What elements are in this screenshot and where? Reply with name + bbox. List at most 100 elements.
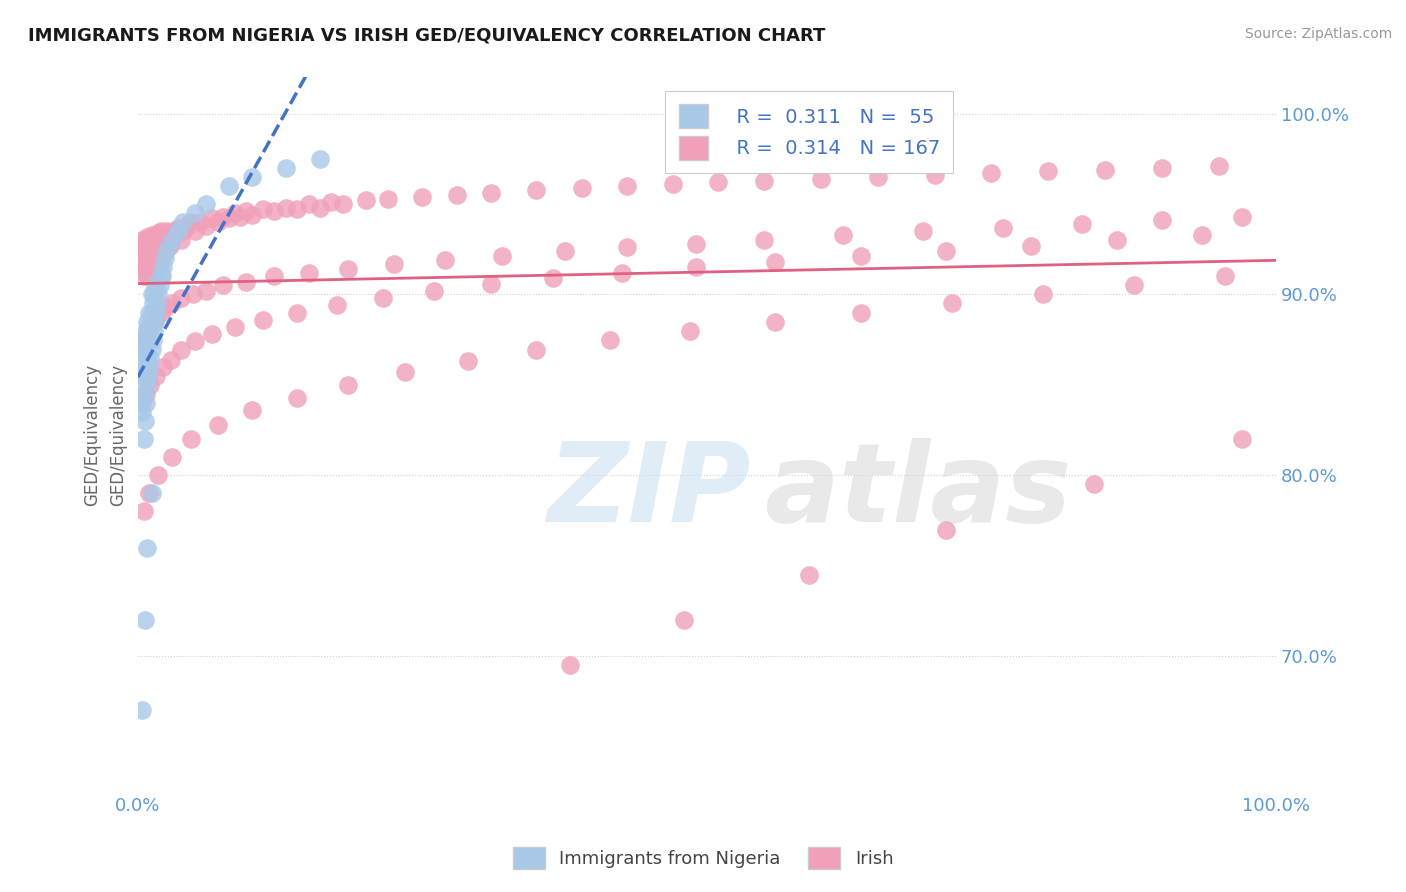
Point xyxy=(132,242,155,256)
Point xyxy=(148,468,170,483)
Point xyxy=(212,210,235,224)
Point xyxy=(207,215,229,229)
Point xyxy=(235,275,257,289)
Point xyxy=(146,296,169,310)
Point xyxy=(912,224,935,238)
Y-axis label: GED/Equivalency: GED/Equivalency xyxy=(108,364,127,506)
Point xyxy=(131,368,153,383)
Point xyxy=(152,247,174,261)
Point xyxy=(141,287,163,301)
Point xyxy=(1208,159,1230,173)
Point xyxy=(149,305,172,319)
Point xyxy=(132,269,155,284)
Point xyxy=(135,387,157,401)
Point xyxy=(554,244,576,258)
Point xyxy=(142,260,165,275)
Point xyxy=(240,403,263,417)
Point xyxy=(156,224,179,238)
Point xyxy=(235,204,257,219)
Point xyxy=(1032,287,1054,301)
Point xyxy=(170,343,193,358)
Point xyxy=(224,320,246,334)
Point xyxy=(309,152,332,166)
Point xyxy=(134,260,156,275)
Point xyxy=(543,271,565,285)
Point xyxy=(1152,213,1174,227)
Point xyxy=(616,178,638,193)
Point xyxy=(136,255,159,269)
Point xyxy=(142,317,165,331)
Point xyxy=(142,242,165,256)
Point xyxy=(752,233,775,247)
Point xyxy=(180,432,202,446)
Point xyxy=(141,486,163,500)
Point xyxy=(136,229,159,244)
Point xyxy=(142,324,165,338)
Point xyxy=(129,342,152,356)
Point xyxy=(599,333,621,347)
Point xyxy=(148,226,170,240)
Point xyxy=(457,354,479,368)
Point xyxy=(571,180,593,194)
Point xyxy=(229,210,252,224)
Point xyxy=(1071,217,1094,231)
Point xyxy=(170,233,193,247)
Point xyxy=(240,208,263,222)
Point xyxy=(337,377,360,392)
Point xyxy=(139,238,162,252)
Point xyxy=(148,252,170,266)
Point xyxy=(285,391,308,405)
Point xyxy=(1083,477,1105,491)
Point xyxy=(924,168,946,182)
Point xyxy=(145,310,167,325)
Point xyxy=(135,266,157,280)
Point xyxy=(763,255,786,269)
Point xyxy=(134,333,156,347)
Point xyxy=(131,260,153,275)
Point xyxy=(707,175,730,189)
Point xyxy=(810,171,832,186)
Point xyxy=(479,186,502,201)
Point xyxy=(1152,161,1174,175)
Point xyxy=(195,197,218,211)
Point xyxy=(1094,162,1116,177)
Point xyxy=(134,233,156,247)
Point xyxy=(135,324,157,338)
Point xyxy=(1122,278,1144,293)
Point xyxy=(139,266,162,280)
Point xyxy=(491,250,513,264)
Point xyxy=(849,250,872,264)
Point xyxy=(224,206,246,220)
Point xyxy=(240,169,263,184)
Point xyxy=(160,296,183,310)
Point xyxy=(142,296,165,310)
Point xyxy=(135,327,157,342)
Point xyxy=(145,227,167,242)
Point xyxy=(134,368,156,383)
Point xyxy=(1105,233,1128,247)
Point xyxy=(685,236,707,251)
Point xyxy=(832,227,855,242)
Point xyxy=(138,486,160,500)
Point xyxy=(141,342,163,356)
Point xyxy=(136,541,159,555)
Point xyxy=(142,287,165,301)
Point xyxy=(149,269,172,284)
Point xyxy=(799,567,821,582)
Legend: Immigrants from Nigeria, Irish: Immigrants from Nigeria, Irish xyxy=(503,838,903,879)
Point xyxy=(132,504,155,518)
Point xyxy=(160,450,183,465)
Point xyxy=(201,327,224,342)
Point xyxy=(252,312,274,326)
Point xyxy=(129,342,152,356)
Point xyxy=(131,405,153,419)
Point xyxy=(139,377,162,392)
Point xyxy=(274,201,297,215)
Text: atlas: atlas xyxy=(763,438,1071,545)
Point xyxy=(423,284,446,298)
Point xyxy=(285,305,308,319)
Point xyxy=(142,333,165,347)
Point xyxy=(143,236,166,251)
Point xyxy=(131,233,153,247)
Point xyxy=(673,613,696,627)
